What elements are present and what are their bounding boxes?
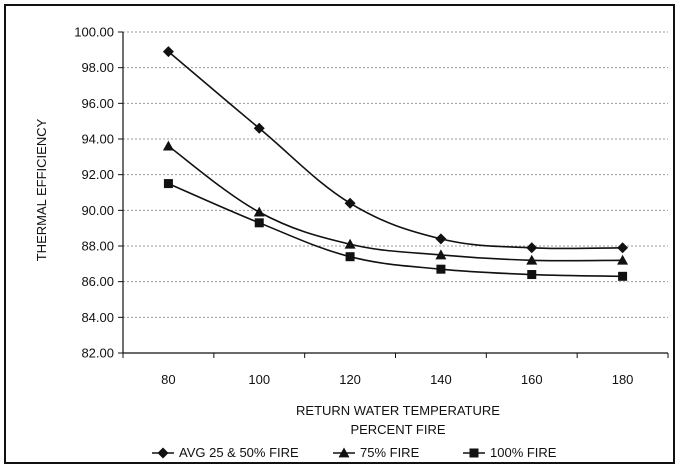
data-point	[253, 206, 265, 217]
series-layer	[162, 46, 629, 281]
y-tick-label: 84.00	[81, 310, 114, 325]
x-axis-title: RETURN WATER TEMPERATURE	[296, 403, 500, 418]
legend-label: AVG 25 & 50% FIRE	[179, 445, 299, 460]
series-line	[167, 51, 623, 250]
data-point	[344, 197, 356, 209]
y-tick-label: 98.00	[81, 60, 114, 75]
legend-marker	[338, 447, 350, 458]
y-tick-label: 90.00	[81, 203, 114, 218]
data-point	[435, 233, 447, 245]
data-point	[163, 179, 173, 189]
y-tick-label: 94.00	[81, 132, 114, 147]
data-point	[526, 254, 538, 265]
x-tick-label: 180	[612, 372, 634, 387]
x-tick-label: 80	[161, 372, 175, 387]
data-point	[254, 218, 264, 228]
label-layer: 100.00 98.00 96.00 94.00 92.00 90.00 88.00 86.0…	[74, 25, 633, 388]
axis-layer	[118, 31, 669, 358]
data-point	[618, 271, 628, 281]
data-point	[253, 122, 265, 134]
series-line	[167, 145, 623, 262]
y-tick-label: 86.00	[81, 274, 114, 289]
x-tick-label: 160	[521, 372, 543, 387]
x-axis-subtitle: PERCENT FIRE	[350, 422, 445, 437]
grid-layer	[123, 31, 668, 318]
legend-label: 75% FIRE	[360, 445, 420, 460]
data-point	[162, 140, 174, 151]
data-point	[526, 242, 538, 254]
y-tick-label: 100.00	[74, 25, 114, 40]
data-point	[162, 46, 174, 58]
series-line	[168, 182, 623, 278]
y-tick-label: 92.00	[81, 167, 114, 182]
chart-frame	[4, 4, 675, 464]
legend-marker	[157, 447, 169, 459]
data-point	[617, 242, 629, 254]
y-axis-title: THERMAL EFFICIENCY	[34, 118, 49, 261]
legend-marker	[469, 448, 479, 458]
x-tick-label: 100	[248, 372, 270, 387]
y-tick-label: 96.00	[81, 96, 114, 111]
legend: AVG 25 & 50% FIRE 75% FIRE 100% FIRE	[152, 445, 557, 460]
data-point	[617, 254, 629, 265]
x-tick-label: 140	[430, 372, 452, 387]
data-point	[344, 238, 356, 249]
y-tick-label: 82.00	[81, 346, 114, 361]
x-tick-label: 120	[339, 372, 361, 387]
data-point	[436, 264, 446, 274]
y-tick-label: 88.00	[81, 239, 114, 254]
legend-label: 100% FIRE	[490, 445, 557, 460]
data-point	[345, 252, 355, 262]
data-point	[435, 249, 447, 260]
data-point	[527, 270, 537, 280]
